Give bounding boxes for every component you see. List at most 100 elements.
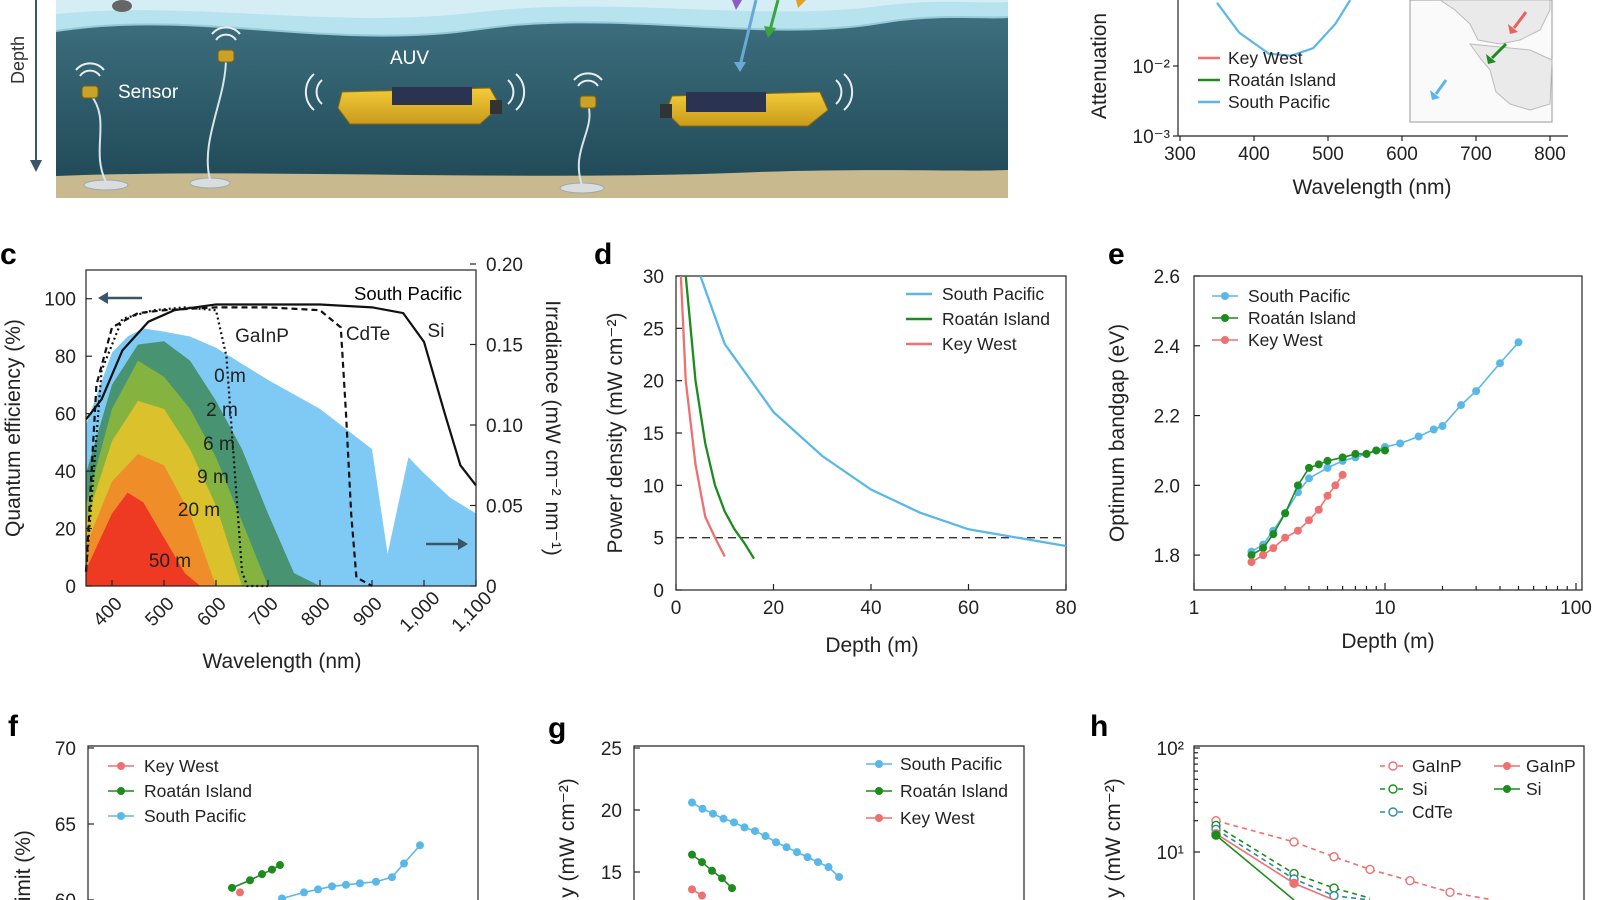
c-y-tick-label-right: 0 [486, 577, 497, 598]
g-data-point [740, 823, 749, 832]
d-legend-label: Roatán Island [942, 309, 1050, 329]
panel-c: c 0 20 40 60 80 100 0 0.05 0.10 0.15 0.20 400 500 6… [0, 238, 564, 673]
e-data-point [1259, 544, 1268, 553]
h-data-point [1445, 887, 1455, 897]
panel-a-illustration: Depth Sensor AUV [8, 0, 1008, 198]
g-y-tick-labels: 15 20 25 [601, 739, 622, 884]
b-y-tick-labels: 10⁻³ 10⁻² [1133, 57, 1171, 148]
c-depth-label: 6 m [203, 434, 235, 455]
f-y-tick-labels: 60 65 70 [55, 739, 76, 900]
b-x-tick-labels: 300 400 500 600 700 800 [1164, 144, 1566, 165]
g-data-point [688, 885, 696, 894]
c-x-tick-label: 400 [89, 593, 126, 630]
f-legend-label: Roatán Island [144, 781, 252, 801]
e-y-tick-label: 1.8 [1154, 546, 1180, 567]
c-axis-arrows [98, 292, 468, 550]
auv-vehicle-2 [660, 91, 829, 127]
map-arrow-roatan [1490, 42, 1508, 60]
e-x-tick-label: 10 [1374, 598, 1395, 619]
g-data-point [835, 872, 843, 881]
e-y-tick-label: 2.0 [1154, 476, 1180, 497]
c-xlabel: Wavelength (nm) [202, 650, 361, 673]
h-y-tick-labels: 10¹ 10² [1157, 739, 1184, 864]
c-depth-label: 50 m [149, 551, 191, 572]
b-x-tick-label: 500 [1312, 144, 1344, 165]
e-ylabel: Optimum bandgap (eV) [1106, 324, 1129, 542]
c-x-tick-label: 700 [245, 593, 282, 630]
d-x-tick-labels: 0 20 40 60 80 [671, 598, 1077, 619]
g-data-point [698, 891, 706, 900]
f-legend-label: South Pacific [144, 806, 246, 826]
c-y-tick-labels: 0 20 40 60 80 100 [44, 290, 76, 598]
d-legend-label: Key West [942, 334, 1017, 354]
e-legend-label: Key West [1248, 330, 1323, 350]
c-depth-labels: 0 m 2 m 6 m 9 m 20 m 50 m [149, 366, 246, 572]
b-x-tick-label: 700 [1460, 144, 1492, 165]
f-y-tick-label: 70 [55, 739, 76, 760]
g-data-point [728, 884, 736, 893]
h-data-point [1289, 878, 1299, 889]
h-y-tick-label: 10² [1157, 739, 1184, 760]
h-legend: GaInP Si CdTe GaInP Si [1380, 756, 1576, 822]
h-panel-letter: h [1090, 710, 1108, 743]
c-y-tick-label: 40 [55, 462, 76, 483]
b-ticks [1173, 65, 1551, 141]
f-data-point [246, 876, 254, 885]
e-data-point [1269, 530, 1278, 539]
c-depth-label: 0 m [214, 366, 246, 387]
c-x-tick-labels: 400 500 600 700 800 900 1,000 1,100 [89, 588, 496, 636]
f-data-point [278, 894, 286, 900]
h-ticks [1194, 747, 1200, 853]
g-y-tick-label: 15 [601, 863, 622, 884]
c-ylabel-left: Quantum efficiency (%) [2, 319, 25, 537]
d-panel-letter: d [594, 238, 612, 271]
f-data-point [228, 883, 236, 892]
e-data-point [1314, 460, 1323, 469]
b-ylabel: Attenuation [1088, 13, 1111, 119]
b-map-inset [1409, 0, 1553, 123]
e-legend-swatch-marker [1221, 292, 1229, 300]
e-y-tick-label: 2.6 [1154, 267, 1180, 288]
e-x-tick-label: 1 [1189, 598, 1200, 619]
d-series-line [684, 275, 755, 560]
d-x-tick-label: 40 [860, 598, 881, 619]
c-y-tick-label: 0 [65, 577, 76, 598]
c-ylabel-right: Irradiance (mW cm⁻² nm⁻¹) [541, 300, 564, 556]
d-y-tick-label: 15 [643, 424, 664, 445]
b-series-south-pacific [1216, 0, 1352, 57]
g-data-point [761, 832, 770, 841]
g-legend-swatch-marker [875, 760, 883, 768]
b-y-tick-label: 10⁻² [1133, 57, 1171, 78]
h-series-line [1215, 834, 1295, 900]
b-x-tick-label: 300 [1164, 144, 1196, 165]
g-data-point [688, 850, 696, 859]
h-legend-label: GaInP [1412, 756, 1462, 776]
g-data-point [751, 827, 759, 836]
c-irradiance-50m [86, 492, 201, 586]
h-legend-swatch-marker [1388, 761, 1398, 771]
e-data-point [1281, 509, 1290, 518]
g-data-point [698, 858, 706, 867]
g-legend-label: Roatán Island [900, 781, 1008, 801]
f-series-line [281, 844, 421, 900]
g-data-point [718, 874, 726, 883]
e-legend-label: South Pacific [1248, 286, 1350, 306]
e-data-point [1269, 544, 1278, 553]
f-data-point [416, 841, 424, 850]
c-x-tick-label: 600 [193, 593, 230, 630]
c-axes-frame [85, 269, 477, 587]
c-y-tick-label-right: 0.20 [486, 255, 523, 276]
f-y-tick-label: 60 [55, 891, 76, 900]
f-panel-letter: f [8, 710, 19, 743]
g-data-point [814, 858, 822, 867]
e-data-point [1281, 533, 1290, 542]
c-depth-label: 9 m [197, 467, 229, 488]
g-data-point [708, 866, 716, 875]
d-legend: South Pacific Roatán Island Key West [906, 284, 1050, 354]
c-x-tick-label: 900 [349, 593, 386, 630]
g-series [688, 798, 843, 900]
f-data-point [372, 877, 380, 886]
h-legend-label: GaInP [1526, 756, 1576, 776]
